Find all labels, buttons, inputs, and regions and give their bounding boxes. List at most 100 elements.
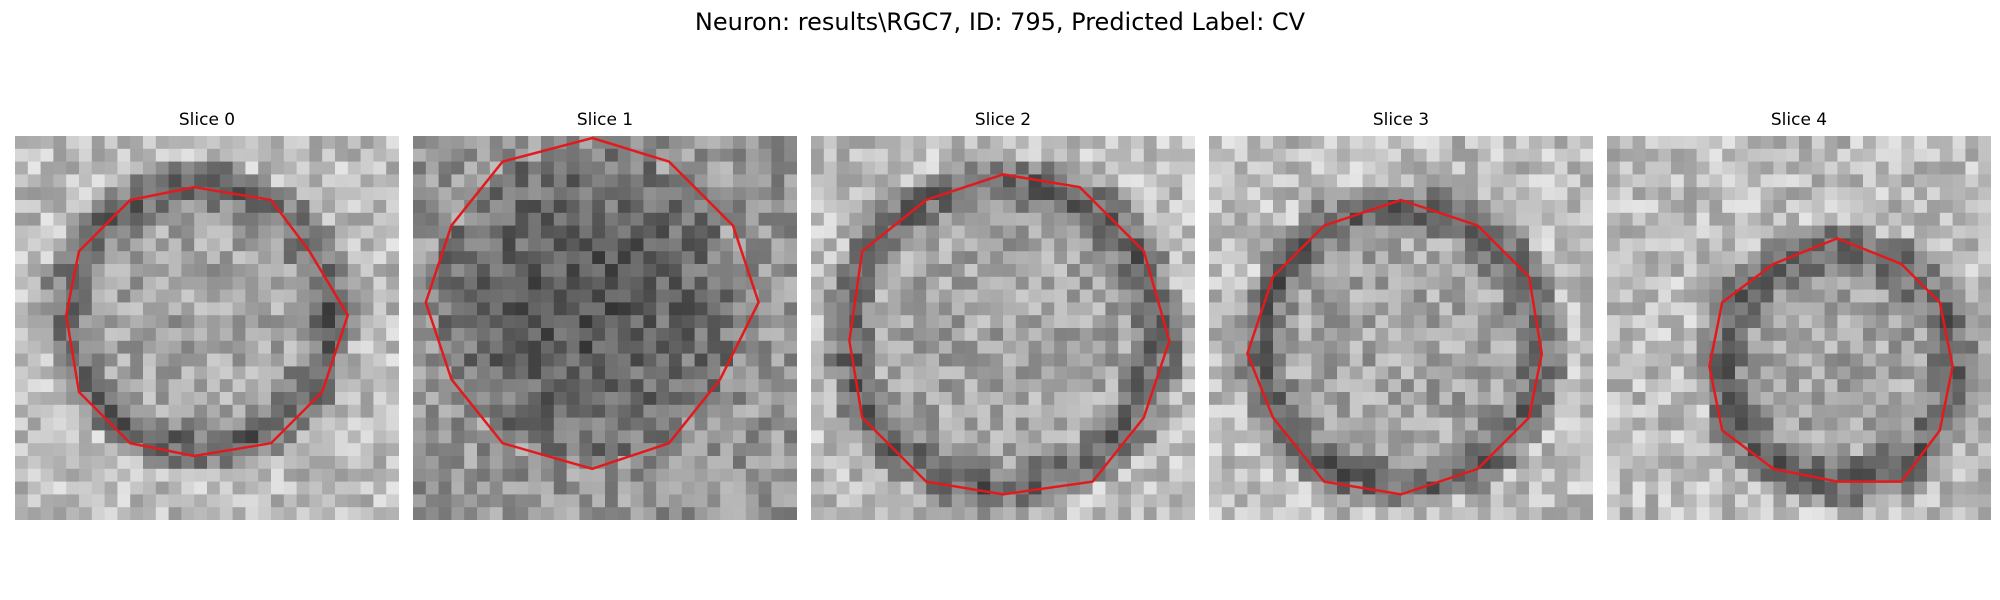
pixel xyxy=(283,366,297,380)
pixel xyxy=(579,225,593,239)
pixel xyxy=(1028,148,1042,162)
pixel xyxy=(1169,238,1183,252)
pixel xyxy=(79,340,93,354)
pixel xyxy=(451,417,465,431)
pixel xyxy=(528,200,542,214)
pixel xyxy=(1580,456,1593,470)
pixel xyxy=(926,328,940,342)
pixel xyxy=(245,148,259,162)
pixel xyxy=(1349,379,1363,393)
pixel xyxy=(964,468,978,482)
pixel xyxy=(373,148,387,162)
pixel xyxy=(1888,481,1902,495)
pixel xyxy=(656,161,670,175)
pixel xyxy=(1426,392,1440,406)
pixel xyxy=(1567,212,1581,226)
pixel xyxy=(515,353,529,367)
pixel xyxy=(1221,276,1235,290)
pixel xyxy=(155,289,169,303)
pixel xyxy=(1529,225,1543,239)
pixel xyxy=(541,225,555,239)
pixel xyxy=(489,264,503,278)
pixel xyxy=(656,404,670,418)
pixel xyxy=(1003,212,1017,226)
pixel xyxy=(309,136,323,150)
pixel xyxy=(1696,212,1710,226)
pixel xyxy=(1490,276,1504,290)
pixel xyxy=(1503,507,1517,520)
pixel xyxy=(1837,507,1851,520)
pixel xyxy=(617,417,631,431)
pixel xyxy=(592,404,606,418)
pixel xyxy=(1901,481,1915,495)
pixel xyxy=(181,507,195,520)
pixel xyxy=(40,379,54,393)
pixel xyxy=(977,328,991,342)
pixel xyxy=(592,353,606,367)
pixel xyxy=(219,392,233,406)
pixel xyxy=(977,200,991,214)
pixel xyxy=(1567,136,1581,150)
pixel xyxy=(977,136,991,150)
pixel xyxy=(1234,353,1248,367)
pixel xyxy=(823,238,837,252)
pixel xyxy=(1927,136,1941,150)
pixel xyxy=(656,494,670,508)
pixel xyxy=(386,289,399,303)
pixel xyxy=(1375,302,1389,316)
pixel xyxy=(1079,328,1093,342)
pixel xyxy=(477,302,491,316)
pixel xyxy=(40,289,54,303)
pixel xyxy=(245,340,259,354)
pixel xyxy=(1156,430,1170,444)
pixel xyxy=(566,443,580,457)
pixel xyxy=(130,430,144,444)
pixel xyxy=(143,302,157,316)
pixel xyxy=(413,443,427,457)
pixel xyxy=(143,417,157,431)
pixel xyxy=(1143,443,1157,457)
pixel xyxy=(1965,430,1979,444)
pixel xyxy=(875,238,889,252)
pixel xyxy=(1747,212,1761,226)
pixel xyxy=(27,136,41,150)
pixel xyxy=(1632,379,1646,393)
pixel xyxy=(1311,200,1325,214)
pixel xyxy=(1671,276,1685,290)
pixel xyxy=(1324,468,1338,482)
pixel xyxy=(1426,468,1440,482)
pixel xyxy=(643,315,657,329)
pixel xyxy=(15,353,29,367)
pixel xyxy=(1799,174,1813,188)
pixel xyxy=(836,443,850,457)
pixel xyxy=(360,481,374,495)
pixel xyxy=(862,456,876,470)
pixel xyxy=(939,430,953,444)
pixel xyxy=(1580,494,1593,508)
pixel xyxy=(1709,174,1723,188)
pixel xyxy=(1722,315,1736,329)
pixel xyxy=(656,276,670,290)
pixel xyxy=(528,328,542,342)
pixel xyxy=(53,161,67,175)
pixel xyxy=(1490,136,1504,150)
pixel xyxy=(1003,353,1017,367)
pixel xyxy=(1221,494,1235,508)
pixel xyxy=(1747,225,1761,239)
pixel xyxy=(1965,200,1979,214)
pixel xyxy=(283,456,297,470)
pixel xyxy=(541,148,555,162)
pixel xyxy=(1362,212,1376,226)
pixel xyxy=(1965,276,1979,290)
pixel xyxy=(1747,148,1761,162)
pixel xyxy=(117,443,131,457)
pixel xyxy=(823,148,837,162)
pixel xyxy=(1786,392,1800,406)
pixel xyxy=(1567,404,1581,418)
pixel xyxy=(66,225,80,239)
pixel xyxy=(977,392,991,406)
pixel xyxy=(811,161,825,175)
pixel xyxy=(1671,379,1685,393)
pixel xyxy=(862,404,876,418)
pixel xyxy=(53,456,67,470)
